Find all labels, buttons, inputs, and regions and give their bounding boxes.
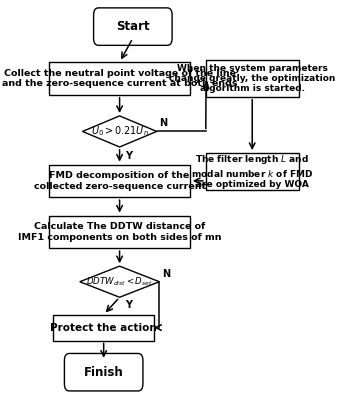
Text: FMD decomposition of the
collected zero-sequence current: FMD decomposition of the collected zero-… <box>33 171 206 190</box>
Bar <box>206 153 299 190</box>
Bar <box>49 164 190 197</box>
Text: $DDTW_{dist} < D_{set}$: $DDTW_{dist} < D_{set}$ <box>86 276 153 288</box>
Bar <box>53 315 154 340</box>
Text: When the system parameters
change greatly, the optimization
algorithm is started: When the system parameters change greatl… <box>169 64 335 93</box>
Polygon shape <box>80 266 159 297</box>
Text: Collect the neutral point voltage of the line
and the zero-sequence current at b: Collect the neutral point voltage of the… <box>2 69 237 88</box>
Bar <box>49 216 190 248</box>
Text: N: N <box>159 118 167 128</box>
Polygon shape <box>83 116 157 147</box>
Text: The filter length $L$ and
modal number $k$ of FMD
are optimized by WOA: The filter length $L$ and modal number $… <box>191 153 313 190</box>
Text: Calculate The DDTW distance of
IMF1 components on both sides of mn: Calculate The DDTW distance of IMF1 comp… <box>18 222 221 242</box>
Text: Protect the action: Protect the action <box>50 322 157 332</box>
Text: Finish: Finish <box>84 366 124 379</box>
Text: Start: Start <box>116 20 150 33</box>
Text: N: N <box>162 268 170 278</box>
FancyBboxPatch shape <box>94 8 172 45</box>
Text: $U_0 > 0.21U_n$: $U_0 > 0.21U_n$ <box>91 124 149 138</box>
Bar <box>206 60 299 97</box>
Text: Y: Y <box>125 151 132 161</box>
FancyBboxPatch shape <box>64 354 143 391</box>
Bar <box>49 62 190 95</box>
Text: Y: Y <box>125 300 132 310</box>
